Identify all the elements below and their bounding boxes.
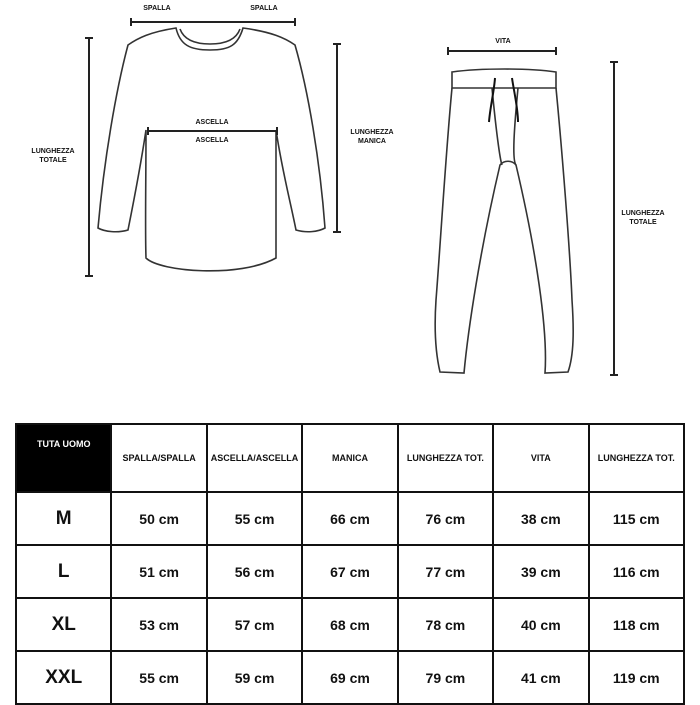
measurement-cell: 57 cm (205, 597, 304, 652)
shirt-outline (97, 27, 326, 272)
measurement-cell: 68 cm (301, 597, 399, 652)
measurement-cell: 55 cm (110, 650, 208, 705)
table-row: M 50 cm 55 cm 66 cm 76 cm 38 cm 115 cm (14, 491, 686, 546)
measurement-cell: 51 cm (110, 544, 208, 599)
shoulder-label-right: SPALLA (250, 5, 278, 12)
header-cell: MANICA (301, 423, 399, 493)
size-table: TUTA UOMO SPALLA/SPALLA ASCELLA/ASCELLA … (14, 423, 686, 705)
table-row: XXL 55 cm 59 cm 69 cm 79 cm 41 cm 119 cm (14, 650, 686, 705)
measurement-cell: 38 cm (492, 491, 590, 546)
measurement-cell: 40 cm (492, 597, 590, 652)
size-cell: XL (14, 597, 113, 652)
header-cell: VITA (492, 423, 590, 493)
armpit-label-bottom: ASCELLA (195, 137, 229, 144)
pants-outline (434, 68, 574, 374)
header-cell: TUTA UOMO (14, 423, 113, 493)
measurement-cell: 50 cm (110, 491, 208, 546)
header-cell: LUNGHEZZA TOT. (587, 423, 686, 493)
measurement-cell: 55 cm (205, 491, 304, 546)
table-header-row: TUTA UOMO SPALLA/SPALLA ASCELLA/ASCELLA … (14, 423, 686, 493)
measurement-cell: 76 cm (396, 491, 495, 546)
measurement-cell: 39 cm (492, 544, 590, 599)
measurement-cell: 115 cm (587, 491, 686, 546)
shoulder-label-left: SPALLA (143, 5, 171, 12)
measurement-cell: 41 cm (492, 650, 590, 705)
dimension-lines (85, 18, 618, 376)
size-cell: XXL (14, 650, 113, 705)
measurement-cell: 69 cm (301, 650, 399, 705)
header-cell: SPALLA/SPALLA (110, 423, 208, 493)
waist-label: VITA (495, 38, 511, 45)
header-cell: ASCELLA/ASCELLA (205, 423, 304, 493)
measurement-cell: 77 cm (396, 544, 495, 599)
table-row: L 51 cm 56 cm 67 cm 77 cm 39 cm 116 cm (14, 544, 686, 599)
pants-total-length-label: LUNGHEZZA TOTALE (621, 210, 665, 226)
armpit-label-top: ASCELLA (195, 119, 229, 126)
size-cell: L (14, 544, 113, 599)
garment-diagram (85, 18, 618, 376)
shirt-total-length-label: LUNGHEZZA TOTALE (31, 148, 75, 164)
measurement-cell: 119 cm (587, 650, 686, 705)
measurement-cell: 78 cm (396, 597, 495, 652)
size-cell: M (14, 491, 113, 546)
measurement-cell: 53 cm (110, 597, 208, 652)
header-cell: LUNGHEZZA TOT. (396, 423, 495, 493)
measurement-cell: 116 cm (587, 544, 686, 599)
measurement-cell: 79 cm (396, 650, 495, 705)
measurement-cell: 59 cm (205, 650, 304, 705)
measurement-cell: 66 cm (301, 491, 399, 546)
sleeve-length-label: LUNGHEZZA MANICA (350, 129, 394, 145)
measurement-cell: 118 cm (587, 597, 686, 652)
measurement-cell: 56 cm (205, 544, 304, 599)
measurement-cell: 67 cm (301, 544, 399, 599)
table-row: XL 53 cm 57 cm 68 cm 78 cm 40 cm 118 cm (14, 597, 686, 652)
